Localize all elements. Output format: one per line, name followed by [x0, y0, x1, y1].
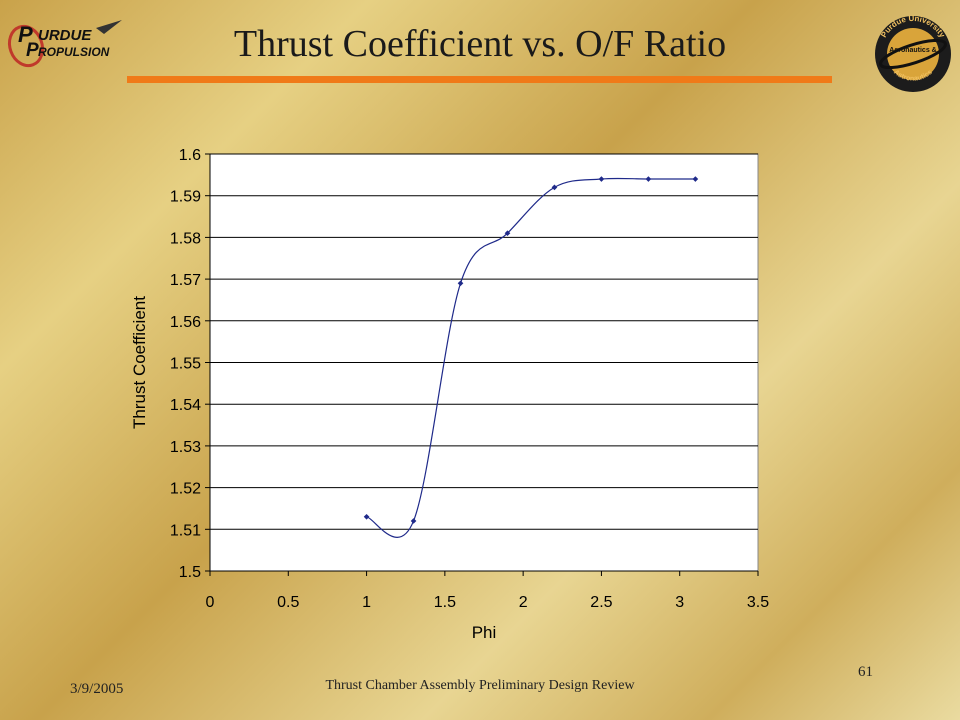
logo-text-bottom: ROPULSION — [38, 45, 110, 59]
footer-date: 3/9/2005 — [70, 681, 124, 697]
page-number: 61 — [858, 664, 873, 680]
y-tick-label: 1.59 — [170, 189, 201, 206]
data-point — [692, 176, 699, 182]
x-tick-label: 3 — [675, 594, 684, 611]
y-axis-title: Thrust Coefficient — [130, 296, 149, 429]
logo-text-top: URDUE — [38, 27, 92, 44]
footer-title: Thrust Chamber Assembly Preliminary Desi… — [325, 678, 635, 693]
y-tick-label: 1.58 — [170, 230, 201, 247]
x-tick-label: 3.5 — [747, 594, 769, 611]
y-tick-label: 1.57 — [170, 272, 201, 289]
slide-title: Thrust Coefficient vs. O/F Ratio — [233, 23, 727, 65]
data-point — [504, 230, 511, 237]
x-tick-label: 2 — [519, 594, 528, 611]
data-point — [551, 184, 558, 191]
y-tick-label: 1.53 — [170, 439, 201, 456]
x-axis-title: Phi — [472, 623, 497, 642]
x-tick-label: 0.5 — [277, 594, 299, 611]
title-underline — [127, 76, 832, 83]
y-tick-label: 1.55 — [170, 356, 201, 373]
y-tick-label: 1.51 — [170, 522, 201, 539]
purdue-propulsion-logo: P URDUE P ROPULSION — [4, 14, 128, 74]
y-tick-label: 1.6 — [179, 147, 201, 164]
svg-text:P: P — [26, 40, 39, 61]
x-tick-label: 2.5 — [590, 594, 612, 611]
data-point — [598, 176, 605, 182]
x-tick-label: 0 — [206, 594, 215, 611]
x-tick-label: 1 — [362, 594, 371, 611]
seal-text-mid: Aeronautics & — [889, 47, 936, 54]
y-tick-label: 1.5 — [179, 564, 201, 581]
purdue-aero-astro-seal: Purdue University Aeronautics & Astronau… — [872, 8, 954, 96]
x-tick-label: 1.5 — [434, 594, 456, 611]
y-tick-label: 1.54 — [170, 397, 201, 414]
data-point — [363, 513, 370, 520]
data-point — [645, 176, 652, 182]
data-point — [457, 280, 464, 287]
y-tick-label: 1.56 — [170, 314, 201, 331]
y-tick-label: 1.52 — [170, 481, 201, 498]
data-point — [410, 518, 417, 524]
svg-text:P: P — [18, 22, 33, 47]
